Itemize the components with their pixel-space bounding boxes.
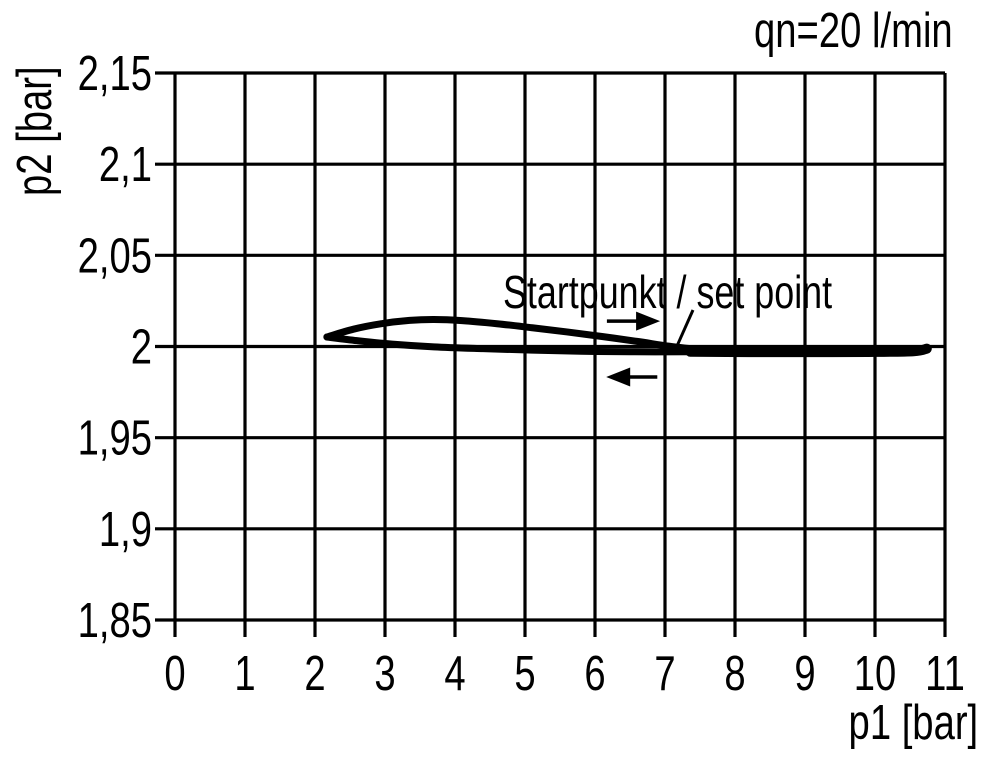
- x-tick-label: 0: [164, 647, 185, 702]
- x-tick-label: 5: [514, 647, 535, 702]
- setpoint-annotation-label: Startpunkt / set point: [503, 266, 833, 318]
- setpoint-leader-line: [676, 309, 695, 346]
- high-pressure-flat-segment: [685, 343, 932, 358]
- flow-direction-arrow-head-right: [636, 311, 661, 331]
- x-tick-label: 6: [584, 647, 605, 702]
- x-axis-title: p1 [bar]: [848, 696, 978, 750]
- flow-direction-arrow-head-left: [606, 367, 631, 387]
- y-tick-label: 2,15: [78, 47, 152, 102]
- y-tick-label: 1,9: [99, 502, 152, 557]
- x-tick-label: 3: [374, 647, 395, 702]
- y-axis-title: p2 [bar]: [8, 66, 62, 196]
- flow-rate-title: qn=20 l/min: [754, 4, 953, 58]
- x-tick-label: 9: [794, 647, 815, 702]
- x-tick-label: 2: [304, 647, 325, 702]
- x-tick-label: 8: [724, 647, 745, 702]
- upper-branch-p1-decreasing-bump: [323, 316, 694, 353]
- x-tick-label: 1: [234, 647, 255, 702]
- y-tick-label: 2,1: [99, 138, 152, 193]
- y-tick-label: 1,95: [78, 411, 152, 466]
- y-tick-label: 2: [131, 320, 152, 375]
- x-tick-label: 4: [444, 647, 465, 702]
- x-tick-label: 7: [654, 647, 675, 702]
- y-tick-label: 1,85: [78, 594, 152, 649]
- y-tick-label: 2,05: [78, 229, 152, 284]
- x-tick-label: 10: [854, 647, 897, 702]
- x-tick-label: 11: [925, 647, 965, 702]
- lower-branch-return: [323, 333, 694, 356]
